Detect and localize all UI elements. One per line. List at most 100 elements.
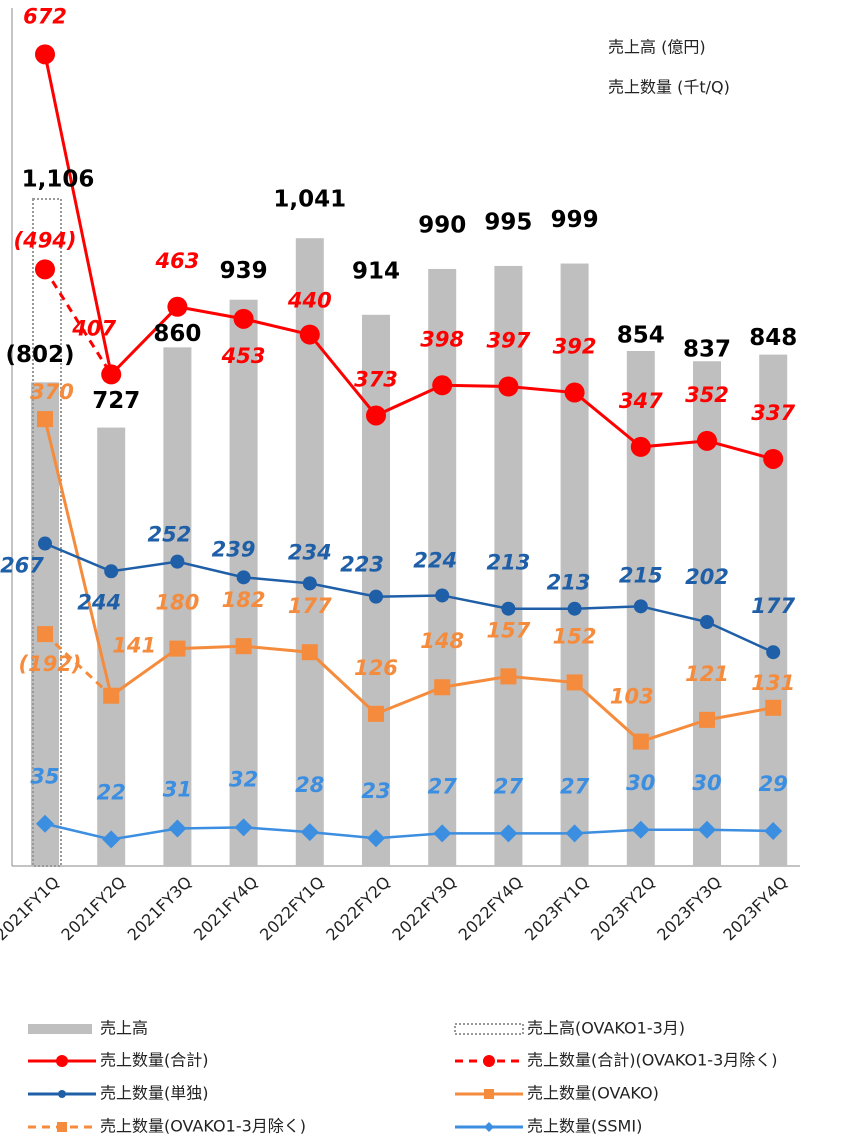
- legend-swatch: [28, 1024, 92, 1034]
- value-label: 860: [153, 321, 201, 347]
- legend-swatch: [57, 1122, 67, 1132]
- point: [766, 645, 781, 660]
- point: [35, 259, 55, 280]
- value-label: 27: [494, 774, 524, 798]
- value-label: 35: [30, 765, 59, 789]
- value-label: 121: [685, 662, 729, 686]
- value-label: 180: [155, 591, 199, 615]
- value-label: 267: [0, 554, 44, 578]
- value-label: 398: [420, 327, 464, 351]
- value-label: 141: [112, 634, 156, 658]
- x-tick-label: 2023FY3Q: [653, 873, 725, 945]
- point: [630, 436, 651, 457]
- point: [367, 829, 385, 848]
- value-label: 854: [617, 322, 665, 348]
- value-label: 727: [92, 388, 140, 414]
- point: [369, 589, 383, 604]
- value-label: 29: [759, 772, 788, 796]
- point: [765, 699, 782, 716]
- point: [764, 821, 783, 840]
- value-label: (192): [18, 652, 81, 676]
- point: [236, 570, 251, 585]
- bar: [759, 354, 788, 866]
- point: [35, 44, 55, 65]
- line: [43, 418, 774, 744]
- value-label: 152: [553, 624, 597, 648]
- bar: [560, 263, 589, 866]
- point: [235, 638, 252, 655]
- value-label: 337: [751, 401, 795, 425]
- point: [698, 820, 716, 839]
- value-label: 213: [486, 551, 530, 575]
- value-label: (802): [5, 342, 74, 368]
- point: [697, 430, 717, 451]
- value-label: 239: [212, 537, 256, 561]
- point: [169, 640, 186, 657]
- x-tick-label: 2022FY4Q: [455, 873, 527, 945]
- value-label: 103: [610, 685, 654, 709]
- value-label: 373: [354, 367, 398, 391]
- value-label: 370: [30, 380, 74, 404]
- value-label: 990: [418, 212, 466, 238]
- value-label: 672: [23, 4, 67, 28]
- point: [104, 564, 119, 579]
- value-label: 27: [428, 774, 458, 798]
- point: [565, 824, 584, 843]
- x-tick-label: 2022FY3Q: [388, 873, 460, 945]
- value-label: 126: [354, 656, 398, 680]
- value-label: 131: [751, 671, 795, 695]
- value-label: 223: [340, 553, 384, 577]
- legend-label: 売上数量(SSMI): [527, 1117, 642, 1136]
- legend-swatch: [484, 1089, 494, 1099]
- bar: [97, 427, 126, 866]
- value-label: 352: [685, 383, 729, 407]
- legend-swatch: [56, 1055, 68, 1067]
- point: [170, 554, 185, 569]
- value-label: 213: [547, 571, 591, 595]
- value-label: 463: [154, 249, 199, 273]
- point: [233, 308, 254, 329]
- value-label: 22: [97, 780, 126, 804]
- value-label: 30: [626, 771, 655, 795]
- value-label: 347: [619, 389, 663, 413]
- point: [631, 820, 650, 839]
- line: [43, 633, 113, 697]
- value-label: 837: [683, 337, 731, 363]
- point: [564, 382, 585, 403]
- point: [167, 296, 188, 317]
- value-label: 397: [486, 328, 530, 352]
- point: [632, 733, 649, 750]
- point: [435, 588, 450, 603]
- point: [432, 375, 453, 396]
- value-label: 215: [619, 563, 663, 587]
- x-tick-label: 2022FY1Q: [256, 873, 328, 945]
- legend-label: 売上高(OVAKO1-3月): [527, 1019, 685, 1038]
- x-tick-label: 2021FY2Q: [57, 873, 129, 945]
- legend-label: 売上高: [100, 1019, 148, 1038]
- legend-swatch: [58, 1090, 66, 1098]
- bar: [428, 268, 457, 867]
- value-label: 31: [163, 778, 192, 802]
- point: [763, 448, 784, 469]
- point: [366, 405, 386, 426]
- point: [102, 830, 121, 849]
- point: [498, 376, 519, 397]
- legend-label: 売上数量(OVAKO): [527, 1084, 659, 1103]
- value-label: 244: [77, 590, 121, 614]
- point: [38, 536, 52, 551]
- x-tick-label: 2023FY2Q: [587, 873, 659, 945]
- bar-outline: [32, 198, 62, 867]
- line: [44, 542, 774, 654]
- value-label: 23: [361, 779, 390, 803]
- legend-label: 売上数量(合計)(OVAKO1-3月除く): [527, 1051, 778, 1070]
- value-label: 440: [287, 289, 332, 313]
- value-label: (494): [13, 228, 76, 252]
- legend-label: 売上数量(OVAKO1-3月除く): [100, 1117, 306, 1136]
- value-label: 995: [484, 209, 532, 235]
- legend-label: 売上数量(合計): [100, 1051, 209, 1070]
- value-label: 392: [553, 335, 597, 359]
- line: [43, 268, 113, 376]
- value-label: 28: [295, 773, 324, 797]
- x-tick-label: 2023FY4Q: [719, 873, 791, 945]
- value-label: 177: [751, 594, 795, 618]
